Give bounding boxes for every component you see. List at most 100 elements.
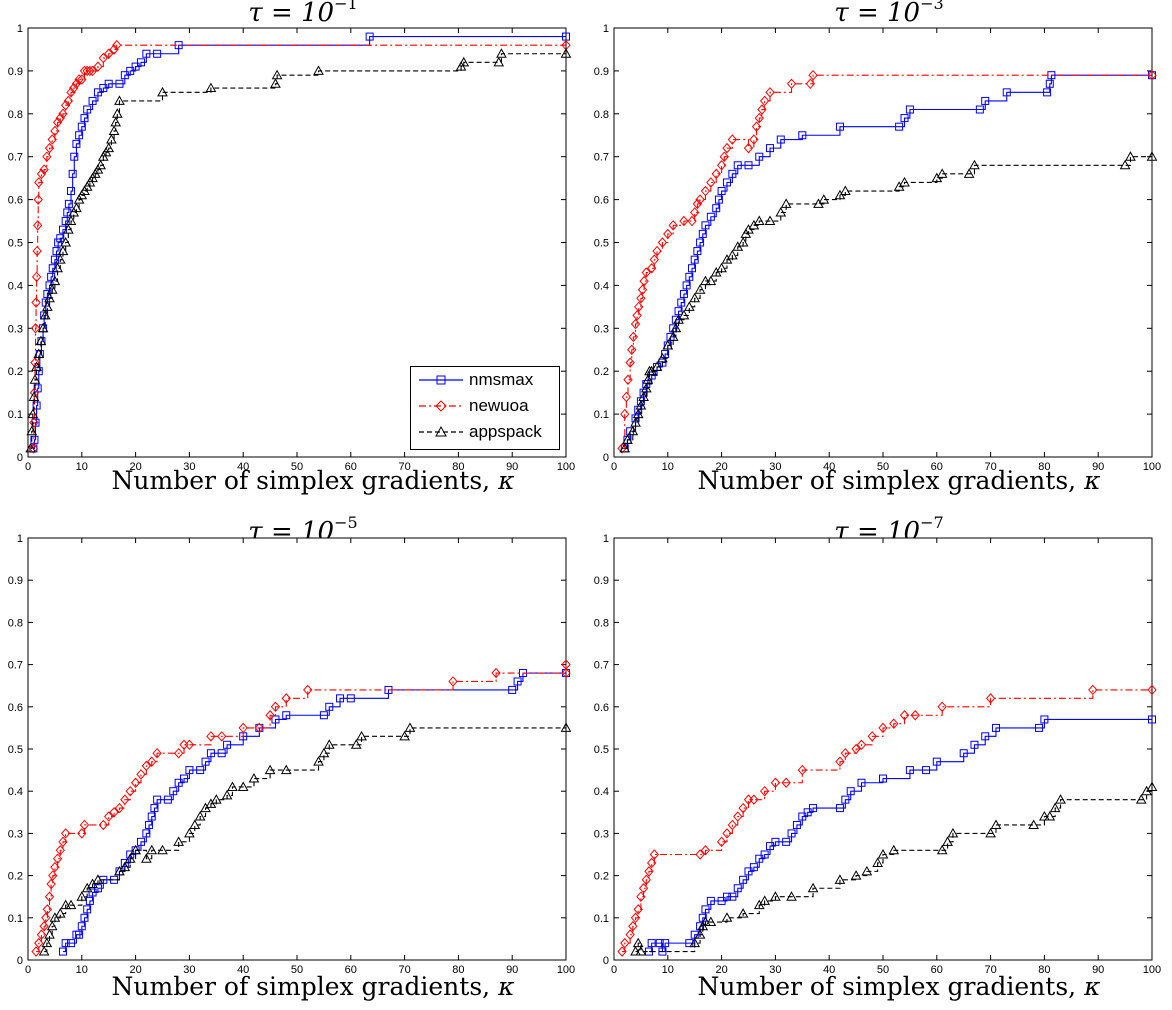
data-point-newuoa: [217, 731, 227, 742]
series-line-appspack: [44, 727, 566, 953]
x-tick-label: 80: [1038, 964, 1050, 976]
data-point-newuoa: [39, 920, 49, 932]
y-tick-label: 0.2: [8, 366, 23, 378]
data-point-nmsmax: [88, 96, 97, 105]
y-tick-label: 0.3: [8, 323, 23, 335]
y-tick-label: 0.2: [8, 871, 23, 883]
data-point-appspack: [632, 937, 644, 948]
data-point-nmsmax: [900, 114, 909, 123]
data-point-appspack: [657, 352, 668, 363]
data-point-nmsmax: [120, 71, 129, 80]
data-point-nmsmax: [685, 272, 694, 281]
y-tick-label: 0: [17, 955, 23, 967]
data-point-newuoa: [77, 74, 87, 85]
data-point-newuoa: [751, 121, 762, 132]
data-point-appspack: [1039, 811, 1050, 821]
data-point-appspack: [1044, 811, 1056, 821]
y-tick-label: 0.2: [594, 871, 609, 883]
data-point-nmsmax: [682, 281, 691, 290]
data-point-newuoa: [30, 357, 40, 368]
data-point-newuoa: [797, 764, 807, 776]
data-point-newuoa: [617, 443, 627, 454]
y-tick-label: 0: [17, 452, 23, 464]
data-point-newuoa: [120, 794, 130, 805]
x-tick-label: 70: [984, 461, 996, 473]
x-tick-label: 40: [237, 461, 249, 473]
data-point-appspack: [888, 844, 900, 855]
data-point-nmsmax: [798, 131, 807, 140]
x-tick-label: 0: [611, 964, 617, 976]
data-point-newuoa: [805, 78, 816, 90]
data-point-appspack: [1125, 151, 1136, 161]
data-point-newuoa: [58, 836, 68, 848]
data-point-newuoa: [757, 104, 767, 115]
data-point-newuoa: [641, 267, 651, 278]
data-point-nmsmax: [80, 114, 89, 123]
data-point-newuoa: [633, 904, 643, 915]
data-point-newuoa: [33, 194, 43, 205]
data-point-nmsmax: [798, 812, 807, 821]
data-point-nmsmax: [508, 685, 517, 694]
data-point-nmsmax: [690, 255, 699, 264]
data-point-newuoa: [649, 254, 660, 265]
data-point-newuoa: [722, 828, 732, 839]
data-point-newuoa: [617, 946, 627, 957]
data-point-appspack: [635, 946, 647, 956]
data-point-nmsmax: [61, 939, 70, 948]
data-point-appspack: [737, 236, 749, 247]
data-point-newuoa: [733, 811, 743, 822]
x-tick-label: 100: [1143, 964, 1161, 976]
data-point-nmsmax: [803, 808, 812, 817]
data-point-nmsmax: [196, 766, 205, 775]
data-point-nmsmax: [153, 795, 162, 804]
y-tick-label: 0.4: [8, 786, 23, 798]
data-point-appspack: [969, 159, 980, 170]
data-point-appspack: [194, 811, 206, 821]
data-point-appspack: [899, 176, 910, 187]
data-point-appspack: [721, 912, 733, 922]
data-point-appspack: [630, 946, 641, 956]
data-point-nmsmax: [696, 238, 705, 247]
x-tick-label: 10: [662, 461, 674, 473]
data-point-newuoa: [31, 271, 42, 283]
data-point-newuoa: [754, 112, 764, 124]
data-point-nmsmax: [714, 195, 723, 204]
data-point-nmsmax: [792, 820, 801, 829]
data-point-newuoa: [657, 237, 668, 248]
data-point-nmsmax: [513, 677, 522, 686]
data-point-newuoa: [136, 769, 146, 780]
y-tick-label: 0.9: [594, 66, 609, 78]
data-point-nmsmax: [136, 837, 145, 846]
data-point-newuoa: [695, 849, 705, 860]
data-point-nmsmax: [223, 740, 232, 749]
x-tick-label: 70: [398, 964, 410, 976]
data-point-newuoa: [719, 151, 729, 162]
data-point-newuoa: [265, 709, 275, 721]
data-point-nmsmax: [679, 289, 688, 298]
data-point-appspack: [727, 249, 738, 260]
data-point-nmsmax: [733, 161, 742, 170]
data-point-newuoa: [759, 785, 770, 797]
data-point-appspack: [46, 284, 58, 294]
legend-swatch-nmsmax: [419, 375, 463, 385]
data-point-newuoa: [625, 357, 635, 368]
data-point-newuoa: [41, 912, 51, 924]
y-tick-label: 0: [603, 955, 609, 967]
data-point-nmsmax: [755, 152, 764, 161]
data-point-newuoa: [840, 747, 851, 759]
data-point-newuoa: [60, 828, 71, 839]
data-point-newuoa: [112, 39, 122, 51]
data-point-nmsmax: [744, 161, 753, 170]
data-point-newuoa: [738, 802, 748, 814]
y-tick-label: 0.6: [594, 702, 609, 714]
data-point-appspack: [49, 275, 61, 286]
data-point-newuoa: [71, 78, 82, 90]
plot-area: 0 10 20 30 40 50 60 70 80 90 100 0 0.1 0.2 0.3 0.4 0.5 0.…: [594, 533, 1161, 976]
data-point-newuoa: [52, 117, 63, 128]
data-point-appspack: [42, 301, 53, 311]
plot-area: 0 10 20 30 40 50 60 70 80 90 100 0 0.1 0.2 0.3 0.4 0.5 0.…: [8, 23, 575, 473]
data-point-newuoa: [34, 937, 44, 949]
data-point-newuoa: [29, 387, 40, 398]
data-point-appspack: [106, 134, 117, 144]
data-point-appspack: [877, 848, 889, 859]
